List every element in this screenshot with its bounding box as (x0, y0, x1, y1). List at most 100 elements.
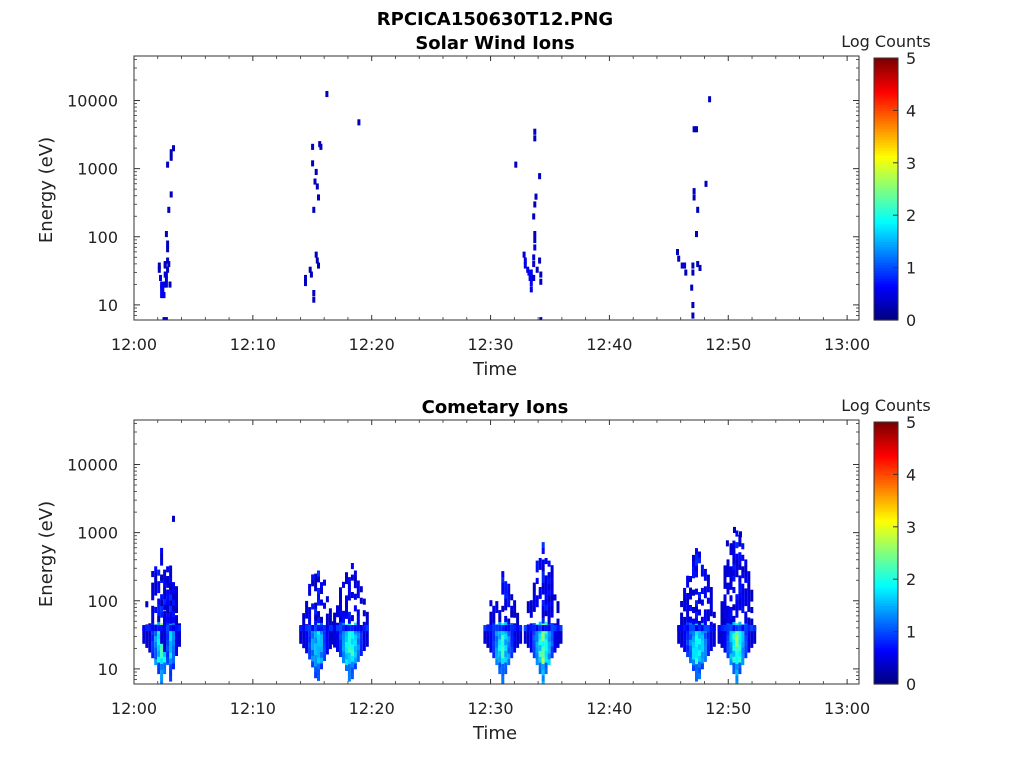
heatmap-cell (163, 628, 167, 635)
heatmap-cell (683, 262, 687, 269)
heatmap-cell (151, 617, 155, 624)
heatmap-cell (325, 625, 329, 632)
heatmap-cell (513, 629, 517, 636)
heatmap-cell (154, 659, 158, 666)
heatmap-cell (547, 560, 551, 567)
colorbar-segment (874, 249, 898, 253)
heatmap-cell (528, 274, 532, 281)
heatmap-cell (166, 633, 170, 640)
heatmap-cell (695, 658, 698, 665)
heatmap-cell (151, 605, 155, 612)
colorbar-segment (874, 157, 898, 161)
heatmap-cell (314, 648, 318, 655)
heatmap-cell (689, 639, 692, 646)
heatmap-cell (541, 571, 545, 578)
heatmap-cell (735, 663, 739, 670)
colorbar-tick-label: 4 (906, 101, 916, 120)
heatmap-cell (333, 612, 337, 619)
heatmap-cell (709, 598, 713, 605)
heatmap-cell (166, 581, 170, 588)
heatmap-cell (698, 597, 701, 604)
heatmap-cell (314, 573, 318, 580)
heatmap-cell (738, 650, 742, 657)
heatmap-cell (166, 612, 170, 619)
heatmap-cell (356, 580, 360, 587)
heatmap-cell (320, 634, 323, 641)
heatmap-cell (345, 595, 348, 602)
colorbar-segment (874, 474, 898, 478)
heatmap-cell (741, 641, 745, 648)
colorbar-segment (874, 576, 898, 580)
heatmap-cell (160, 600, 164, 607)
heatmap-cell (732, 621, 736, 628)
heatmap-cell (151, 652, 155, 659)
heatmap-cell (164, 231, 168, 238)
heatmap-cell (735, 634, 739, 641)
heatmap-cell (738, 592, 742, 599)
heatmap-cell (333, 618, 337, 625)
heatmap-cell (305, 625, 309, 632)
colorbar-segment (874, 136, 898, 140)
heatmap-cell (516, 630, 520, 637)
heatmap-cell (723, 605, 727, 612)
colorbar-segment (874, 123, 898, 127)
colorbar-segment (874, 642, 898, 646)
heatmap-cell (362, 610, 366, 617)
heatmap-cell (676, 249, 679, 256)
heatmap-cell (692, 630, 695, 637)
heatmap-cell (151, 571, 155, 578)
heatmap-cell (336, 605, 339, 612)
heatmap-cell (169, 571, 173, 578)
heatmap-cell (680, 625, 684, 632)
colorbar-segment (874, 120, 898, 125)
heatmap-cell (726, 634, 730, 641)
heatmap-cell (160, 669, 164, 676)
heatmap-cell (359, 649, 363, 656)
heatmap-cell (726, 582, 730, 589)
heatmap-cell (489, 611, 493, 618)
heatmap-cell (510, 634, 514, 641)
heatmap-cell (166, 593, 170, 600)
heatmap-cell (489, 646, 493, 653)
heatmap-cell (741, 566, 745, 573)
heatmap-cell (169, 149, 173, 156)
heatmap-cell (720, 612, 724, 619)
heatmap-cell (317, 651, 320, 658)
colorbar-segment (874, 471, 898, 475)
heatmap-cell (175, 597, 178, 604)
colorbar-segment (874, 217, 898, 222)
heatmap-cell (166, 566, 170, 573)
heatmap-cell (735, 646, 739, 653)
heatmap-cell (695, 675, 698, 682)
heatmap-cell (175, 625, 178, 632)
heatmap-cell (166, 639, 170, 646)
heatmap-cell (686, 610, 690, 617)
heatmap-cell (698, 620, 701, 627)
heatmap-cell (698, 649, 701, 656)
heatmap-cell (308, 589, 312, 596)
heatmap-cell (535, 577, 539, 584)
panel-title-solar-wind: Solar Wind Ions (415, 33, 574, 54)
colorbar-segment (874, 191, 898, 195)
colorbar-segment (874, 634, 898, 638)
heatmap-cell (510, 628, 514, 635)
heatmap-cell (347, 663, 351, 670)
heatmap-cell (314, 168, 318, 175)
colorbar-segment (874, 181, 898, 185)
heatmap-cell (526, 601, 530, 608)
x-axis-label-cometary: Time (472, 723, 517, 744)
heatmap-cell (535, 659, 539, 666)
heatmap-cell (317, 645, 320, 652)
heatmap-cell (550, 625, 554, 632)
heatmap-cell (695, 600, 698, 607)
colorbar-segment (874, 545, 898, 549)
colorbar-segment (874, 600, 898, 604)
colorbar-segment (874, 105, 898, 109)
heatmap-cell (507, 653, 511, 660)
colorbar-segment (874, 516, 898, 520)
heatmap-cell (753, 625, 757, 632)
heatmap-cell (691, 262, 695, 269)
colorbar-segment (874, 212, 898, 216)
heatmap-cell (501, 582, 505, 589)
heatmap-cell (359, 625, 363, 632)
